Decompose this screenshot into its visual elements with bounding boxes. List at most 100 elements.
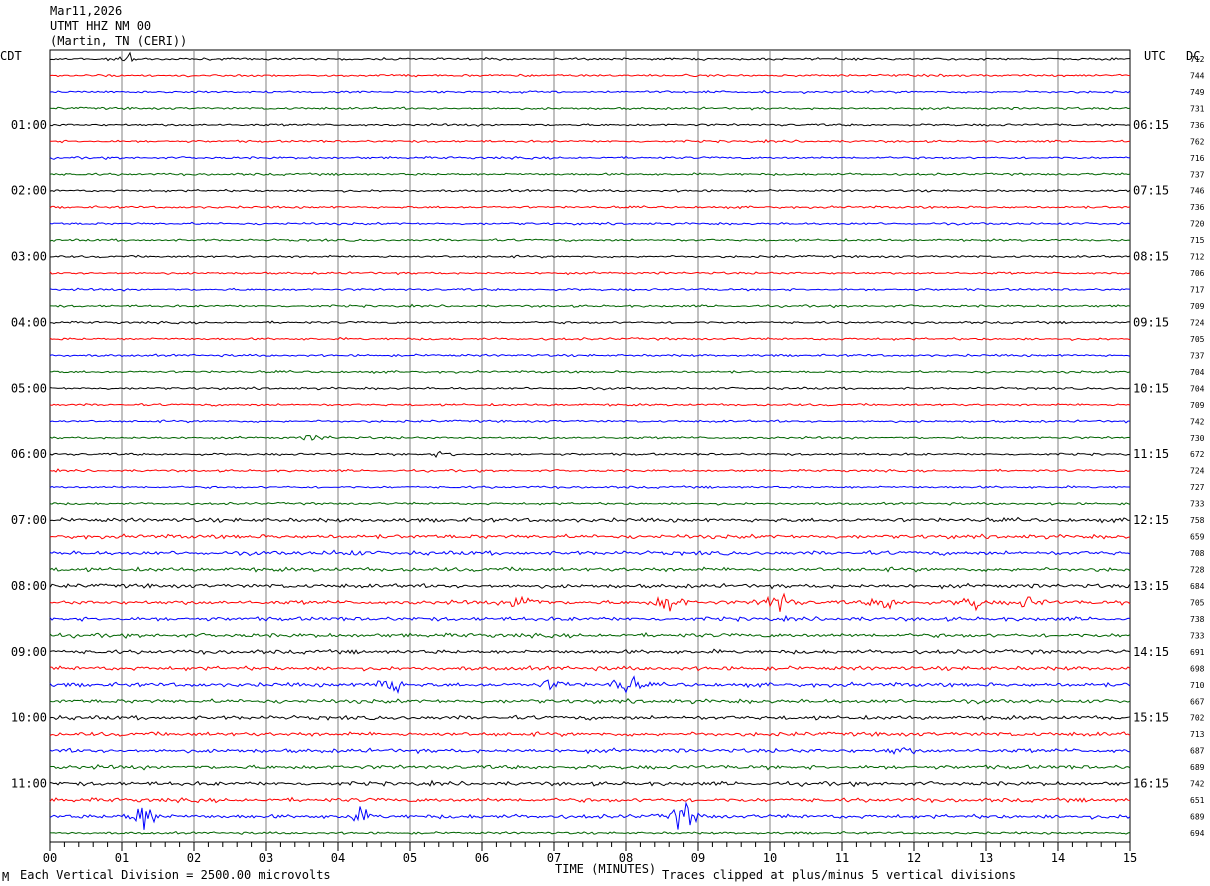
seismic-trace — [49, 675, 1131, 694]
seismic-trace — [50, 320, 1131, 325]
dc-offset-label: 762 — [1190, 137, 1205, 146]
left-hour-label: 10:00 — [11, 711, 47, 725]
dc-offset-label: 712 — [1190, 253, 1205, 262]
seismic-trace — [49, 516, 1131, 524]
seismic-trace — [49, 172, 1131, 177]
x-tick-label: 03 — [259, 851, 273, 865]
dc-offset-label: 705 — [1190, 335, 1205, 344]
left-hour-label: 09:00 — [11, 645, 47, 659]
x-tick-label: 08 — [619, 851, 633, 865]
seismic-trace — [49, 238, 1131, 243]
dc-offset-label: 698 — [1190, 664, 1205, 673]
left-hour-label: 04:00 — [11, 315, 47, 329]
dc-offset-label: 667 — [1190, 697, 1205, 706]
dc-offset-label: 694 — [1190, 829, 1205, 838]
seismic-trace — [49, 549, 1131, 557]
seismic-trace — [49, 271, 1131, 276]
dc-offset-label: 713 — [1190, 730, 1205, 739]
dc-offset-label: 710 — [1190, 681, 1205, 690]
x-tick-label: 02 — [187, 851, 201, 865]
dc-offset-label: 702 — [1190, 714, 1205, 723]
seismic-trace — [49, 731, 1131, 738]
right-hour-label: 15:15 — [1133, 711, 1169, 725]
seismic-trace — [49, 336, 1131, 341]
dc-offset-label: 746 — [1190, 187, 1205, 196]
dc-offset-label: 724 — [1190, 467, 1205, 476]
x-tick-label: 15 — [1123, 851, 1137, 865]
seismic-trace — [49, 402, 1131, 407]
right-hour-label: 13:15 — [1133, 579, 1169, 593]
right-hour-label: 07:15 — [1133, 184, 1169, 198]
dc-offset-label: 684 — [1190, 582, 1205, 591]
seismic-trace — [49, 221, 1131, 226]
corner-mark: M — [2, 870, 10, 884]
left-timezone-label: CDT — [0, 49, 22, 63]
dc-offset-label: 709 — [1190, 302, 1205, 311]
header-date: Mar11,2026 — [50, 4, 123, 18]
right-hour-label: 16:15 — [1133, 777, 1169, 791]
dc-offset-label: 704 — [1190, 384, 1205, 393]
dc-offset-label: 651 — [1190, 796, 1205, 805]
seismic-trace — [49, 73, 1131, 78]
right-hour-label: 10:15 — [1133, 381, 1169, 395]
seismic-trace — [49, 796, 1131, 804]
seismic-trace — [49, 631, 1131, 639]
dc-offset-label: 706 — [1190, 269, 1205, 278]
scale-note: Each Vertical Division = 2500.00 microvo… — [20, 868, 331, 882]
seismic-trace — [49, 106, 1131, 111]
dc-offset-label: 720 — [1190, 220, 1205, 229]
x-tick-label: 04 — [331, 851, 345, 865]
dc-offset-label: 738 — [1190, 615, 1205, 624]
dc-offset-label: 705 — [1190, 598, 1205, 607]
seismic-trace — [49, 155, 1130, 161]
seismic-trace — [50, 138, 1131, 144]
seismic-trace — [49, 698, 1131, 705]
dc-offset-label: 689 — [1190, 813, 1205, 822]
seismic-trace — [49, 188, 1131, 193]
right-timezone-label: UTC — [1144, 49, 1166, 63]
dc-offset-label: 659 — [1190, 533, 1205, 542]
x-tick-label: 01 — [115, 851, 129, 865]
dc-offset-label: 704 — [1190, 368, 1205, 377]
seismic-trace — [49, 287, 1130, 292]
seismic-trace — [49, 89, 1131, 95]
x-tick-label: 07 — [547, 851, 561, 865]
dc-offset-label: 733 — [1190, 500, 1205, 509]
clip-note: Traces clipped at plus/minus 5 vertical … — [662, 868, 1017, 882]
right-hour-label: 12:15 — [1133, 513, 1169, 527]
dc-offset-label: 758 — [1190, 516, 1205, 525]
seismic-trace — [49, 747, 1131, 755]
dc-offset-label: 744 — [1190, 71, 1205, 80]
dc-offset-label: 716 — [1190, 154, 1205, 163]
left-hour-label: 11:00 — [11, 777, 47, 791]
seismic-trace — [49, 665, 1131, 672]
seismic-trace — [49, 254, 1131, 259]
x-tick-label: 12 — [907, 851, 921, 865]
dc-offset-label: 733 — [1190, 631, 1205, 640]
dc-offset-label: 691 — [1190, 648, 1205, 657]
left-hour-label: 05:00 — [11, 381, 47, 395]
dc-offset-label: 737 — [1190, 351, 1205, 360]
dc-offset-label: 736 — [1190, 121, 1205, 130]
right-hour-label: 08:15 — [1133, 250, 1169, 264]
seismic-trace — [49, 485, 1130, 490]
seismic-trace — [49, 582, 1131, 590]
seismic-trace — [49, 533, 1131, 540]
seismic-trace — [49, 801, 1131, 830]
plot-frame — [49, 49, 1131, 843]
x-axis-title: TIME (MINUTES) — [555, 862, 657, 876]
dc-offset-label: 712 — [1190, 55, 1205, 64]
dc-offset-label: 731 — [1190, 104, 1205, 113]
dc-offset-label: 727 — [1190, 483, 1205, 492]
dc-label: DC — [1186, 49, 1201, 63]
dc-offset-label: 708 — [1190, 549, 1205, 558]
dc-offset-label: 736 — [1190, 203, 1205, 212]
dc-offset-label: 742 — [1190, 417, 1205, 426]
seismic-trace — [49, 830, 1131, 835]
seismic-trace — [49, 714, 1131, 721]
dc-offset-label: 672 — [1190, 450, 1205, 459]
x-tick-label: 06 — [475, 851, 489, 865]
dc-offset-label: 717 — [1190, 286, 1205, 295]
x-tick-label: 11 — [835, 851, 849, 865]
